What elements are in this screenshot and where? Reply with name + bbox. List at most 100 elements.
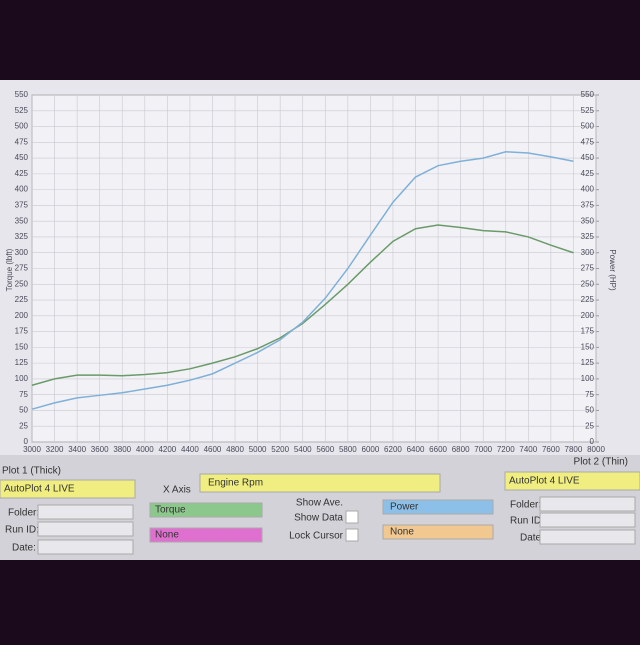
field[interactable] bbox=[199, 473, 441, 493]
y-tick-label: 400 bbox=[15, 185, 29, 194]
field[interactable] bbox=[149, 502, 263, 518]
y-tick-label: 300 bbox=[15, 248, 29, 257]
panel-label: X Axis bbox=[163, 485, 191, 496]
x-tick-label: 3400 bbox=[68, 445, 86, 454]
y2-tick-label: 275 bbox=[581, 264, 595, 273]
x-tick-label: 6400 bbox=[407, 445, 425, 454]
field[interactable] bbox=[382, 499, 494, 515]
y2-tick-label: 25 bbox=[585, 421, 594, 430]
x-tick-label: 3200 bbox=[46, 445, 64, 454]
x-tick-label: 6000 bbox=[362, 445, 380, 454]
x-tick-label: 8000 bbox=[587, 445, 605, 454]
x-tick-label: 4800 bbox=[226, 445, 244, 454]
y2-tick-label: 0 bbox=[590, 437, 595, 446]
x-tick-label: 7000 bbox=[474, 445, 492, 454]
x-tick-label: 6200 bbox=[384, 445, 402, 454]
field[interactable] bbox=[37, 539, 134, 555]
x-tick-label: 5200 bbox=[271, 445, 289, 454]
x-tick-label: 7600 bbox=[542, 445, 560, 454]
y-tick-label: 125 bbox=[15, 358, 29, 367]
y-tick-label: 25 bbox=[19, 421, 28, 430]
y2-tick-label: 150 bbox=[581, 342, 595, 351]
x-tick-label: 4600 bbox=[204, 445, 222, 454]
y2-tick-label: 250 bbox=[581, 279, 595, 288]
field[interactable] bbox=[0, 479, 136, 499]
y-tick-label: 250 bbox=[15, 279, 29, 288]
panel-label: Folder: bbox=[8, 508, 39, 519]
x-tick-label: 5400 bbox=[294, 445, 312, 454]
panel-label: Show Data bbox=[294, 513, 343, 524]
y-tick-label: 325 bbox=[15, 232, 29, 241]
y2-tick-label: 50 bbox=[585, 406, 594, 415]
y-tick-label: 200 bbox=[15, 311, 29, 320]
y2-tick-label: 475 bbox=[581, 137, 595, 146]
y-tick-label: 500 bbox=[15, 122, 29, 131]
panel-label: Plot 2 (Thin) bbox=[574, 457, 628, 468]
x-tick-label: 7400 bbox=[519, 445, 537, 454]
field[interactable] bbox=[539, 529, 636, 545]
x-tick-label: 7800 bbox=[565, 445, 583, 454]
x-tick-label: 4400 bbox=[181, 445, 199, 454]
field[interactable] bbox=[539, 496, 636, 512]
y-tick-label: 450 bbox=[15, 153, 29, 162]
series-line bbox=[31, 151, 574, 410]
x-tick-label: 5000 bbox=[249, 445, 267, 454]
series-line bbox=[31, 224, 574, 386]
y-tick-label: 75 bbox=[19, 390, 28, 399]
x-tick-label: 4200 bbox=[158, 445, 176, 454]
y2-tick-label: 400 bbox=[581, 185, 595, 194]
field[interactable] bbox=[37, 521, 134, 537]
y-tick-label: 525 bbox=[15, 106, 29, 115]
y2-tick-label: 125 bbox=[581, 358, 595, 367]
panel-label: Engine Rpm bbox=[208, 478, 263, 489]
x-tick-label: 3800 bbox=[113, 445, 131, 454]
x-tick-label: 5800 bbox=[339, 445, 357, 454]
panel-label: Folder: bbox=[510, 500, 541, 511]
y2-tick-label: 450 bbox=[581, 153, 595, 162]
panel-label: Run ID: bbox=[5, 525, 39, 536]
y2-tick-label: 225 bbox=[581, 295, 595, 304]
y2-tick-label: 375 bbox=[581, 201, 595, 210]
y-tick-label: 100 bbox=[15, 374, 29, 383]
y2-tick-label: 100 bbox=[581, 374, 595, 383]
y-tick-label: 550 bbox=[15, 90, 29, 99]
field[interactable] bbox=[345, 528, 359, 542]
y2-tick-label: 200 bbox=[581, 311, 595, 320]
y2-tick-label: 300 bbox=[581, 248, 595, 257]
y-tick-label: 175 bbox=[15, 327, 29, 336]
panel-label: Plot 1 (Thick) bbox=[2, 466, 61, 477]
y-tick-label: 150 bbox=[15, 342, 29, 351]
y2-tick-label: 500 bbox=[581, 122, 595, 131]
panel-label: None bbox=[390, 527, 414, 538]
x-tick-label: 7200 bbox=[497, 445, 515, 454]
x-tick-label: 6600 bbox=[429, 445, 447, 454]
y-tick-label: 225 bbox=[15, 295, 29, 304]
panel-label: Date: bbox=[520, 533, 544, 544]
field[interactable] bbox=[382, 524, 494, 540]
panel-label: Torque bbox=[155, 505, 186, 516]
panel-label: None bbox=[155, 530, 179, 541]
field[interactable] bbox=[539, 512, 636, 528]
x-tick-label: 3600 bbox=[91, 445, 109, 454]
field[interactable] bbox=[345, 510, 359, 524]
field[interactable] bbox=[149, 527, 263, 543]
panel-label: AutoPlot 4 LIVE bbox=[509, 476, 580, 487]
y2-tick-label: 550 bbox=[581, 90, 595, 99]
field[interactable] bbox=[504, 471, 640, 491]
y-tick-label: 475 bbox=[15, 137, 29, 146]
panel-label: Lock Cursor bbox=[289, 531, 344, 542]
x-tick-label: 3000 bbox=[23, 445, 41, 454]
y2-axis-label: Power (HP) bbox=[608, 249, 617, 291]
y-axis-label: Torque (lbft) bbox=[5, 248, 14, 291]
y2-tick-label: 425 bbox=[581, 169, 595, 178]
x-tick-label: 6800 bbox=[452, 445, 470, 454]
y2-tick-label: 325 bbox=[581, 232, 595, 241]
panel-label: AutoPlot 4 LIVE bbox=[4, 484, 75, 495]
panel-label: Date: bbox=[12, 543, 36, 554]
panel-label: Power bbox=[390, 502, 419, 513]
x-tick-label: 4000 bbox=[136, 445, 154, 454]
field[interactable] bbox=[37, 504, 134, 520]
y2-tick-label: 175 bbox=[581, 327, 595, 336]
panel-label: Run ID: bbox=[510, 516, 544, 527]
